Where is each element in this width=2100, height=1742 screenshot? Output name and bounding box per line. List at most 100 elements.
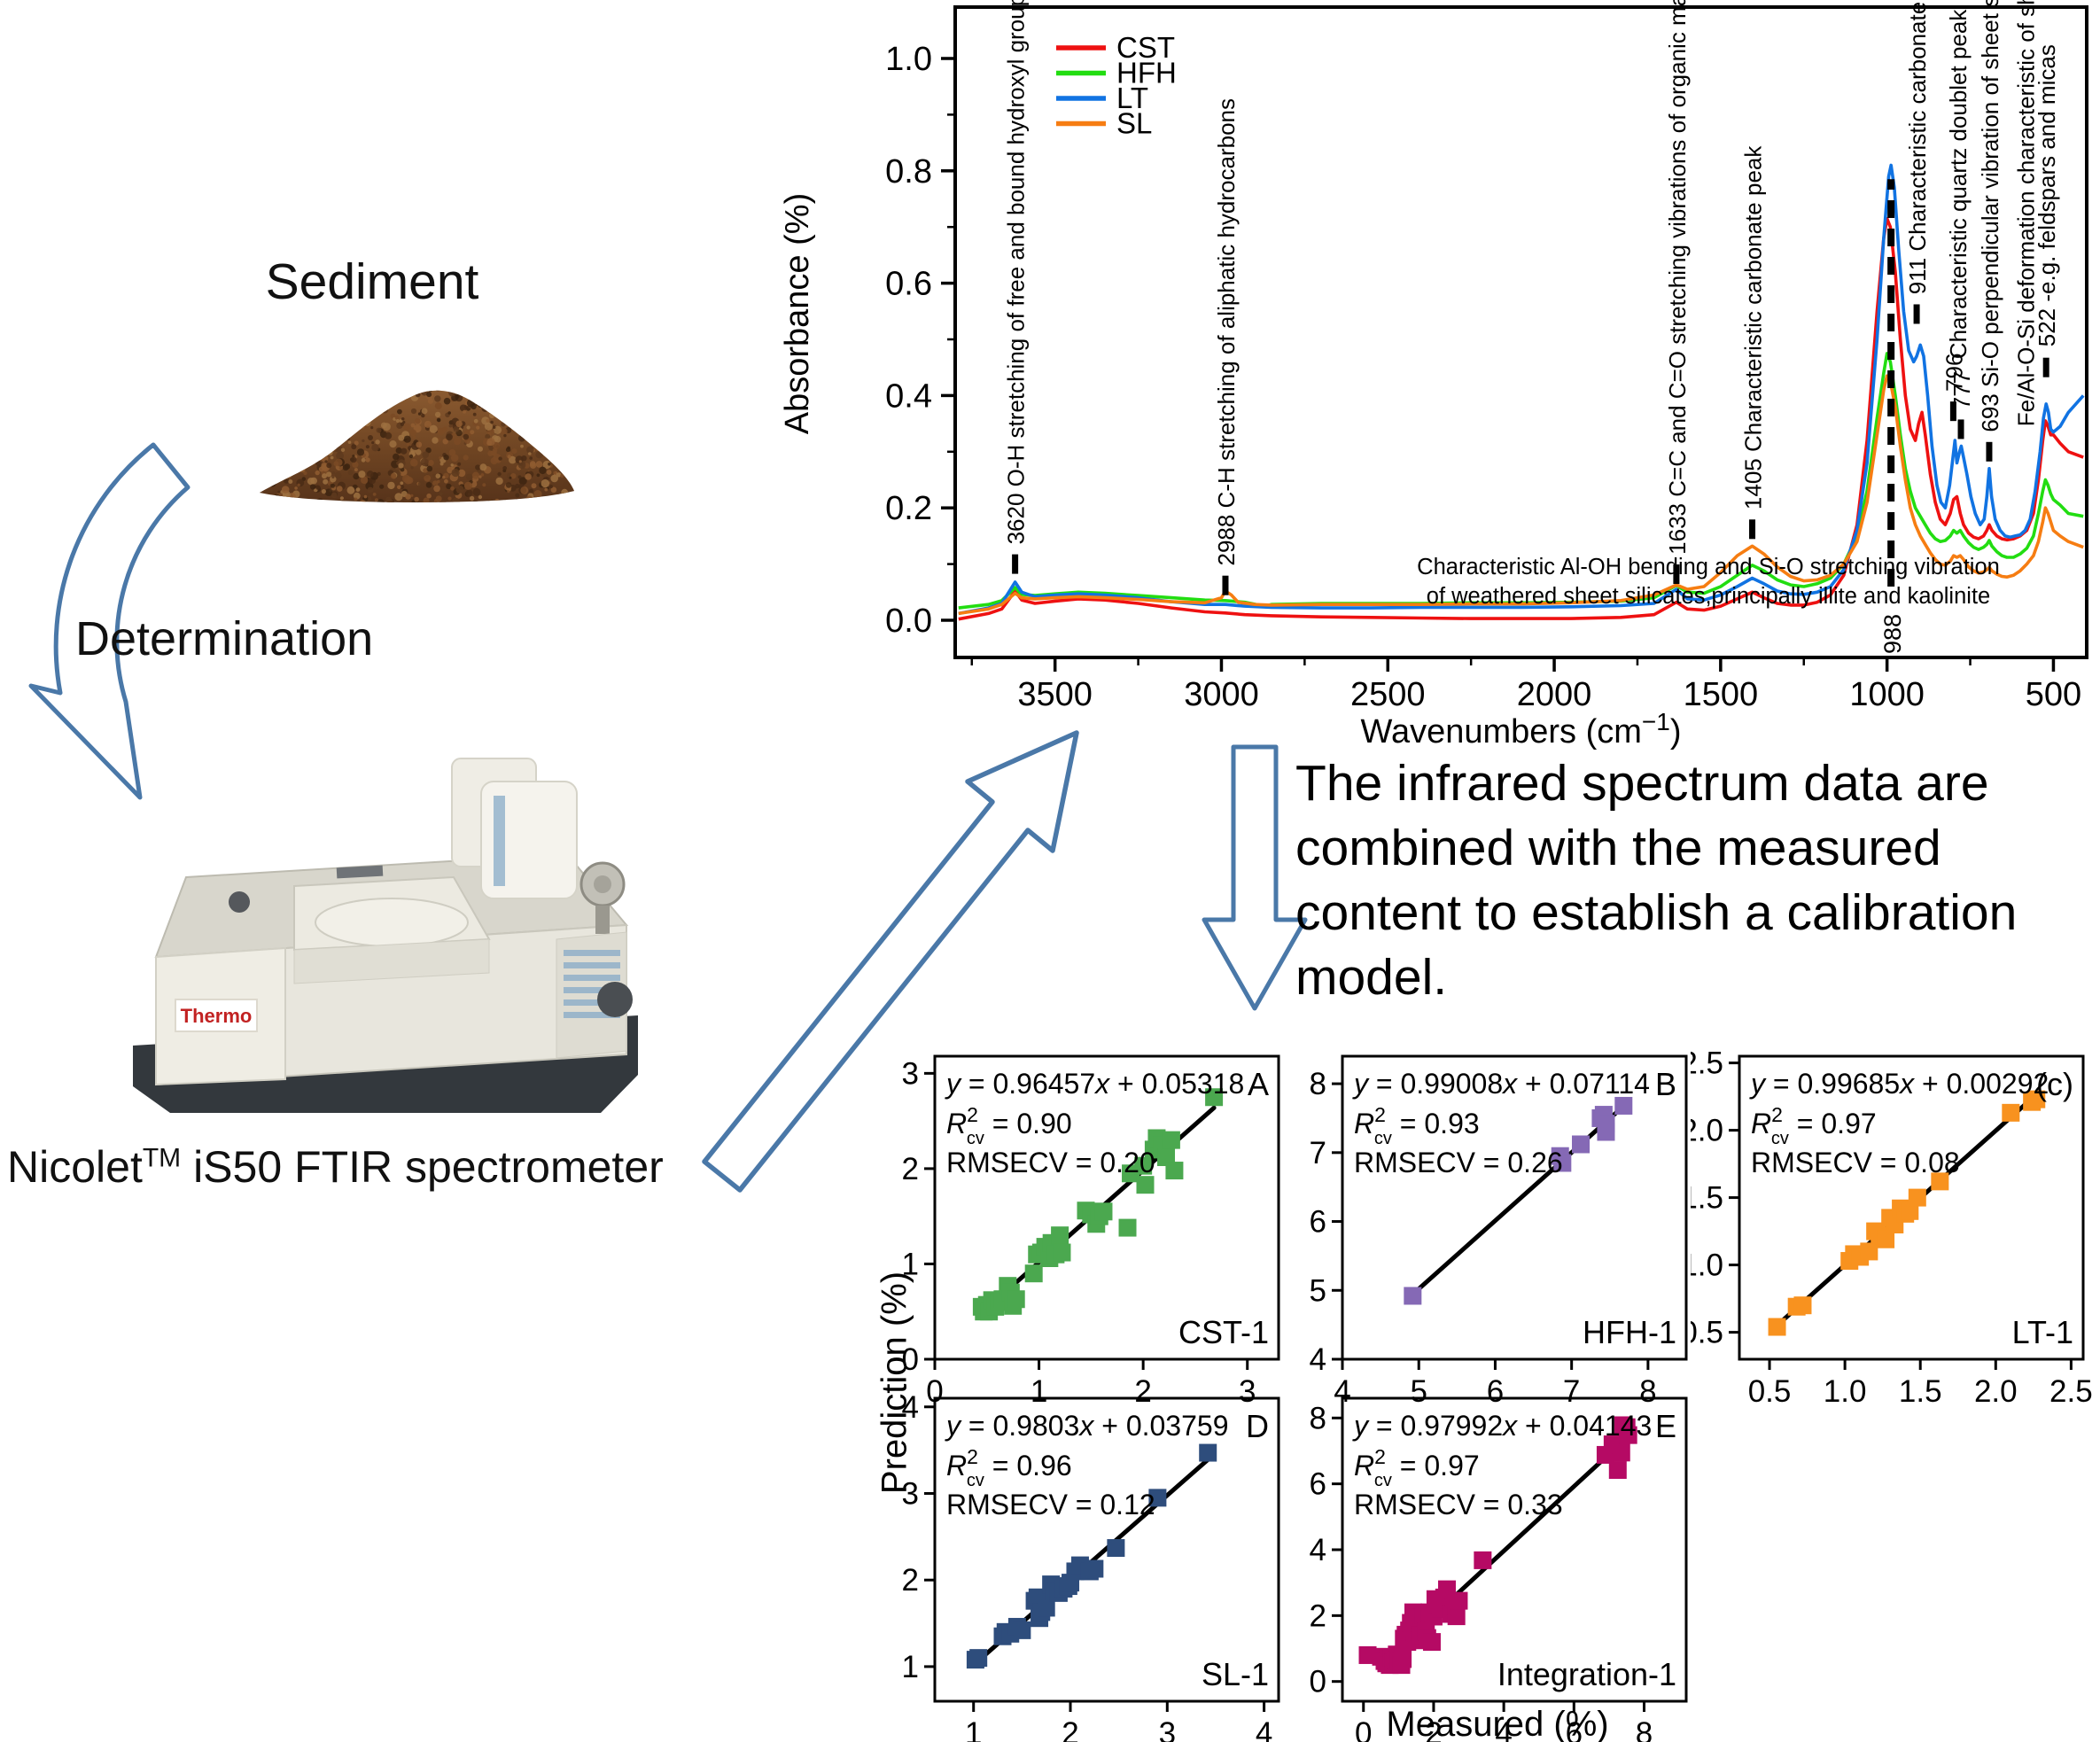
svg-text:0.5: 0.5	[1748, 1374, 1792, 1409]
prediction-axis-label: Prediction (%)	[875, 1271, 914, 1495]
svg-text:E: E	[1655, 1408, 1676, 1444]
flow-line: content to establish a calibration	[1295, 884, 2018, 941]
svg-text:2988 C-H stretching of alipha: 2988 C-H stretching of aliphatic hydroca…	[1213, 98, 1240, 566]
svg-text:1.5: 1.5	[1899, 1374, 1942, 1409]
svg-text:6: 6	[1487, 1374, 1504, 1409]
svg-text:0: 0	[926, 1374, 943, 1409]
svg-text:796: 796	[1941, 354, 1967, 392]
diagonal-arrow-icon	[702, 730, 1079, 1193]
svg-text:4: 4	[1256, 1716, 1272, 1742]
svg-text:(c): (c)	[2036, 1066, 2073, 1102]
svg-text:RMSECV = 0.26: RMSECV = 0.26	[1354, 1147, 1563, 1178]
sediment-label: Sediment	[265, 253, 479, 310]
calibration-plot-lt: 0.5 1.0 1.5 2.0 2.5 0.5 1.0 1.5 2.0 2.5 y = 0.9968…	[1691, 1047, 2093, 1409]
svg-text:1405 Characteristic carbonate: 1405 Characteristic carbonate peak	[1740, 145, 1767, 509]
svg-text:3: 3	[902, 1056, 919, 1091]
svg-text:2.0: 2.0	[1691, 1114, 1723, 1148]
svg-text:1.0: 1.0	[885, 41, 932, 78]
svg-text:SL: SL	[1116, 107, 1152, 140]
measured-axis-label: Measured (%)	[1386, 1705, 1609, 1742]
svg-text:CST-1: CST-1	[1178, 1314, 1269, 1350]
caption-tm: TM	[142, 1143, 182, 1173]
flow-description: The infrared spectrum data are combined …	[1295, 751, 2097, 1010]
svg-text:Fe/Al-O-Si deformation charact: Fe/Al-O-Si deformation characteristic of…	[2013, 0, 2040, 426]
svg-text:3: 3	[902, 1476, 919, 1511]
svg-text:777: 777	[1948, 371, 1975, 409]
svg-text:1.0: 1.0	[1691, 1248, 1723, 1283]
svg-text:RMSECV = 0.12: RMSECV = 0.12	[946, 1489, 1155, 1520]
svg-text:4: 4	[1310, 1533, 1326, 1567]
svg-text:2.0: 2.0	[1974, 1374, 2018, 1409]
svg-text:HFH-1: HFH-1	[1583, 1314, 1676, 1350]
svg-text:3: 3	[1159, 1716, 1176, 1742]
svg-text:7: 7	[1310, 1136, 1326, 1170]
svg-text:1500: 1500	[1684, 676, 1759, 713]
svg-text:2: 2	[1062, 1716, 1078, 1742]
svg-text:2: 2	[1134, 1374, 1151, 1409]
svg-text:1: 1	[902, 1650, 919, 1684]
svg-text:y = 0.9803x + 0.03759: y = 0.9803x + 0.03759	[945, 1410, 1228, 1442]
svg-text:CST: CST	[1116, 31, 1175, 64]
svg-text:y = 0.99685x + 0.00292: y = 0.99685x + 0.00292	[1749, 1068, 2049, 1100]
svg-text:RMSECV = 0.20: RMSECV = 0.20	[946, 1147, 1155, 1178]
svg-text:LT: LT	[1116, 82, 1148, 114]
svg-text:RMSECV = 0.08: RMSECV = 0.08	[1751, 1147, 1960, 1178]
svg-text:RMSECV = 0.33: RMSECV = 0.33	[1354, 1489, 1563, 1520]
svg-text:4: 4	[902, 1390, 919, 1425]
svg-text:2500: 2500	[1350, 676, 1426, 713]
down-arrow-icon	[1202, 744, 1308, 1011]
svg-text:D: D	[1246, 1408, 1269, 1444]
flow-line: combined with the measured	[1295, 820, 1941, 876]
svg-text:3000: 3000	[1184, 676, 1259, 713]
svg-text:of weathered sheet silicates,p: of weathered sheet silicates,principally…	[1427, 584, 1990, 609]
svg-text:0.8: 0.8	[885, 153, 932, 191]
svg-text:2: 2	[1425, 1716, 1442, 1742]
svg-text:1000: 1000	[1849, 676, 1925, 713]
svg-text:0: 0	[1310, 1665, 1326, 1699]
svg-text:y = 0.97992x + 0.04143: y = 0.97992x + 0.04143	[1352, 1410, 1652, 1442]
svg-text:5: 5	[1410, 1374, 1427, 1409]
instrument-caption: NicoletTM iS50 FTIR spectrometer	[7, 1141, 664, 1193]
svg-text:A: A	[1248, 1066, 1269, 1102]
ftir-spectrometer-image: Thermo	[133, 758, 638, 1113]
svg-text:6: 6	[1310, 1205, 1326, 1240]
svg-text:2.5: 2.5	[1691, 1047, 1723, 1081]
svg-text:y = 0.99008x + 0.07114: y = 0.99008x + 0.07114	[1352, 1068, 1650, 1100]
svg-text:1: 1	[902, 1247, 919, 1281]
svg-text:0.4: 0.4	[885, 377, 932, 415]
svg-text:4: 4	[1334, 1374, 1350, 1409]
svg-text:B: B	[1655, 1066, 1676, 1102]
svg-text:SL-1: SL-1	[1202, 1656, 1269, 1692]
svg-text:1.0: 1.0	[1824, 1374, 1867, 1409]
svg-text:3620 O-H stretching of free a: 3620 O-H stretching of free and bound hy…	[1003, 0, 1030, 544]
svg-text:3: 3	[1239, 1374, 1256, 1409]
ftir-spectrum-chart: 3500 3000 2500 2000 1500 1000 500 0.0 0.2 0.4 0.6 0…	[779, 0, 2088, 750]
svg-text:2: 2	[902, 1563, 919, 1598]
determination-label: Determination	[75, 612, 374, 665]
svg-text:Absorbance (%): Absorbance (%)	[779, 193, 816, 434]
svg-text:0.2: 0.2	[885, 490, 932, 527]
svg-text:LT-1: LT-1	[2012, 1314, 2073, 1350]
svg-text:6: 6	[1310, 1467, 1326, 1502]
svg-text:500: 500	[2026, 676, 2081, 713]
svg-text:Characteristic quartz doublet: Characteristic quartz doublet peak	[1945, 9, 1972, 360]
svg-text:8: 8	[1636, 1716, 1653, 1742]
svg-text:8: 8	[1639, 1374, 1656, 1409]
svg-text:2.5: 2.5	[2049, 1374, 2093, 1409]
svg-text:y = 0.96457x + 0.05318: y = 0.96457x + 0.05318	[945, 1068, 1244, 1100]
svg-text:693 Si-O perpendicular vibrati: 693 Si-O perpendicular vibration of shee…	[1977, 0, 2003, 432]
svg-text:8: 8	[1310, 1401, 1326, 1435]
svg-text:2: 2	[902, 1152, 919, 1186]
svg-text:2: 2	[1310, 1598, 1326, 1633]
svg-text:4: 4	[1310, 1342, 1326, 1377]
svg-text:988: 988	[1879, 614, 1906, 654]
svg-text:911 Characteristic carbonate p: 911 Characteristic carbonate peak	[1904, 0, 1931, 294]
thermo-brand-label: Thermo	[181, 1005, 253, 1027]
